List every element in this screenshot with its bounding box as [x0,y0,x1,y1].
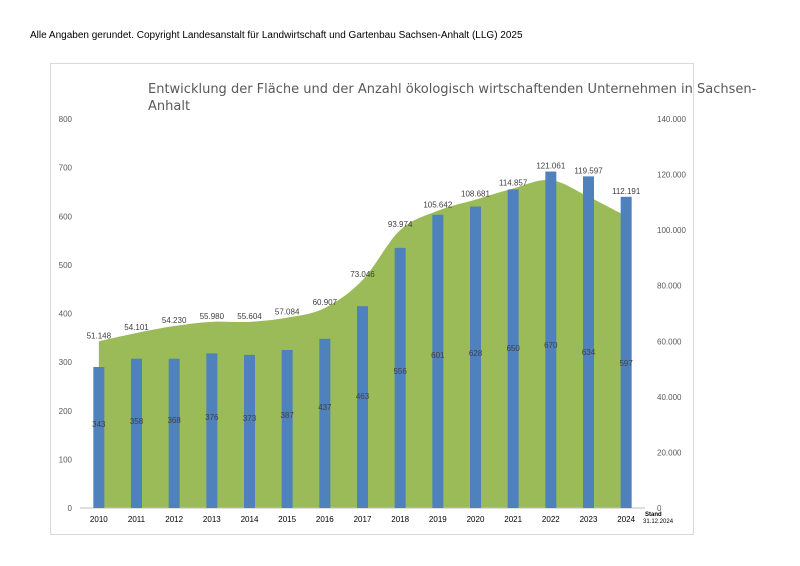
area-data-label: 114.857 [499,178,528,187]
bar-data-label: 597 [619,359,633,368]
bar [432,214,444,508]
bar-data-label: 650 [506,344,520,353]
y-right-tick-label: 0 [657,504,662,513]
area-data-label: 112.191 [612,187,641,196]
y-left-tick-label: 200 [59,407,73,416]
bar-data-label: 343 [92,420,106,429]
bar [394,247,406,508]
area-data-label: 55.604 [237,312,262,321]
x-tick-label: 2013 [203,515,221,524]
x-tick-label: 2021 [504,515,522,524]
x-tick-label: 2012 [165,515,183,524]
area-data-label: 121.061 [536,162,565,171]
bar-data-label: 376 [205,413,219,422]
y-left-tick-label: 400 [59,310,73,319]
y-right-tick-label: 80.000 [657,282,682,291]
bar [168,358,180,508]
y-right-tick-label: 20.000 [657,448,682,457]
bar-data-label: 634 [582,348,596,357]
bar-data-label: 463 [356,392,370,401]
x-tick-label: 2018 [391,515,409,524]
chart-title-line: Entwicklung der Fläche und der Anzahl ök… [148,82,757,97]
y-left-tick-label: 0 [68,504,73,513]
bar [206,353,218,508]
x-tick-label: 2022 [542,515,560,524]
area-data-label: 60.907 [313,298,338,307]
area-data-label: 51.148 [87,331,112,340]
y-right-tick-label: 40.000 [657,393,682,402]
area-data-label: 119.597 [574,166,603,175]
x-tick-label: 2011 [128,515,146,524]
bar [470,206,481,508]
copyright-note: Alle Angaben gerundet. Copyright Landesa… [30,30,523,41]
bar [319,338,331,508]
x-tick-label: 2024 [617,515,635,524]
bar-data-label: 670 [544,341,558,350]
y-right-tick-label: 140.000 [657,115,686,124]
x-tick-label: 2015 [278,515,296,524]
bar [620,196,632,509]
bar [93,366,105,508]
y-left-tick-label: 100 [59,455,73,464]
stand-label: Stand [645,512,662,518]
stand-date: 31.12.2024 [643,519,674,525]
bar [545,171,557,508]
chart-title-line: Anhalt [148,99,190,114]
x-tick-label: 2014 [241,515,259,524]
y-left-tick-label: 600 [59,212,73,221]
bar-data-label: 387 [280,411,294,420]
y-right-tick-label: 100.000 [657,226,686,235]
area-data-label: 57.084 [275,308,300,317]
bar-data-label: 628 [469,349,483,358]
bar-data-label: 601 [431,351,445,360]
x-tick-label: 2010 [90,515,108,524]
bar [281,349,293,508]
area-data-label: 108.681 [461,190,490,199]
y-right-tick-label: 120.000 [657,171,686,180]
x-tick-label: 2019 [429,515,447,524]
area-data-label: 73.046 [350,270,375,279]
x-tick-label: 2020 [467,515,485,524]
bar-data-label: 368 [167,416,181,425]
area-data-label: 105.642 [423,201,452,210]
bar-data-label: 437 [318,403,332,412]
y-right-tick-label: 60.000 [657,337,682,346]
area-data-label: 93.974 [388,220,413,229]
bar [131,358,142,508]
x-tick-label: 2016 [316,515,334,524]
area-data-label: 54.101 [124,323,149,332]
bar [507,189,519,508]
bar [357,306,368,508]
y-left-tick-label: 700 [59,164,73,173]
bar [244,354,255,508]
y-left-tick-label: 500 [59,261,73,270]
x-tick-label: 2017 [354,515,372,524]
bar [583,176,594,508]
area-data-label: 55.980 [200,312,225,321]
y-left-tick-label: 300 [59,358,73,367]
x-tick-label: 2023 [580,515,598,524]
area-data-label: 54.230 [162,316,187,325]
bar-data-label: 373 [243,414,257,423]
y-left-tick-label: 800 [59,115,73,124]
bar-data-label: 556 [393,367,407,376]
bar-data-label: 358 [130,417,144,426]
